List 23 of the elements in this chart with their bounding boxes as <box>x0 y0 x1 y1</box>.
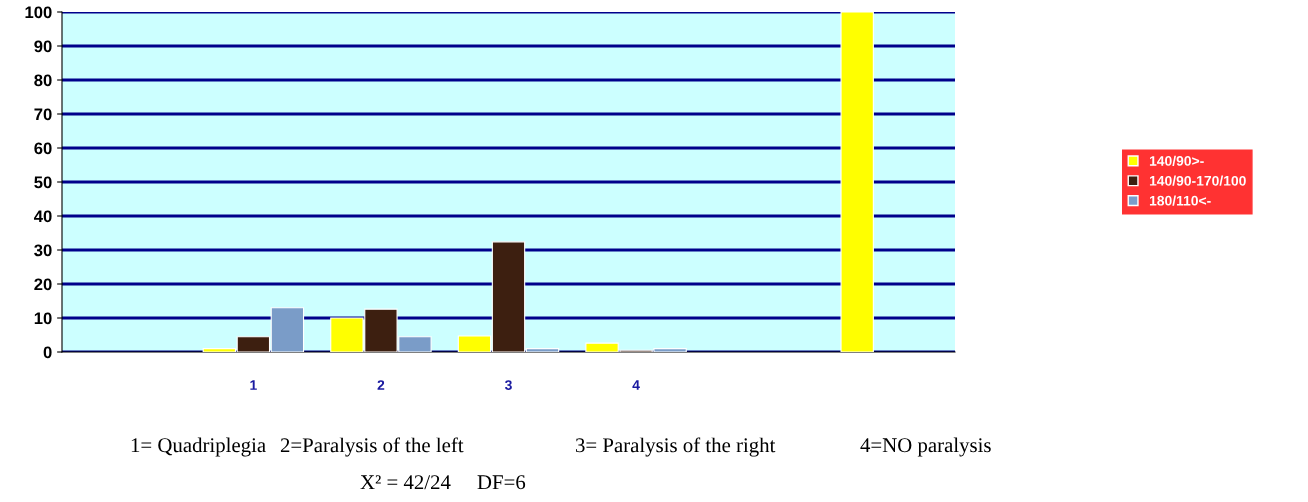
text: 2=Paralysis of the left <box>280 437 464 457</box>
legend-label: 140/90>- <box>1149 155 1204 166</box>
y-tick-label: 60 <box>34 142 52 155</box>
x-tick-label: 2 <box>377 380 385 390</box>
y-tick-label: 70 <box>34 108 52 121</box>
legend-label: 180/110<- <box>1149 195 1211 206</box>
y-tick-label: 40 <box>33 210 52 223</box>
text: 4=NO paralysis <box>860 437 991 457</box>
x-tick-label: 3 <box>504 380 512 390</box>
text: X² = 42/24 DF=6 <box>360 475 526 490</box>
text: 3= Paralysis of the right <box>576 437 776 457</box>
x-tick-label: 1 <box>250 380 257 390</box>
text: 1= Quadriplegia <box>131 437 266 457</box>
y-tick-label: 0 <box>43 346 52 359</box>
y-tick-label: 50 <box>34 176 52 189</box>
y-tick-label: 20 <box>34 278 52 291</box>
y-tick-label: 30 <box>34 244 52 257</box>
y-tick-label: 100 <box>25 6 52 19</box>
x-tick-label: 4 <box>632 380 640 390</box>
legend-label: 140/90-170/100 <box>1149 175 1246 186</box>
y-tick-label: 90 <box>34 40 52 53</box>
y-tick-label: 80 <box>34 74 52 87</box>
y-tick-label: 10 <box>34 312 52 325</box>
